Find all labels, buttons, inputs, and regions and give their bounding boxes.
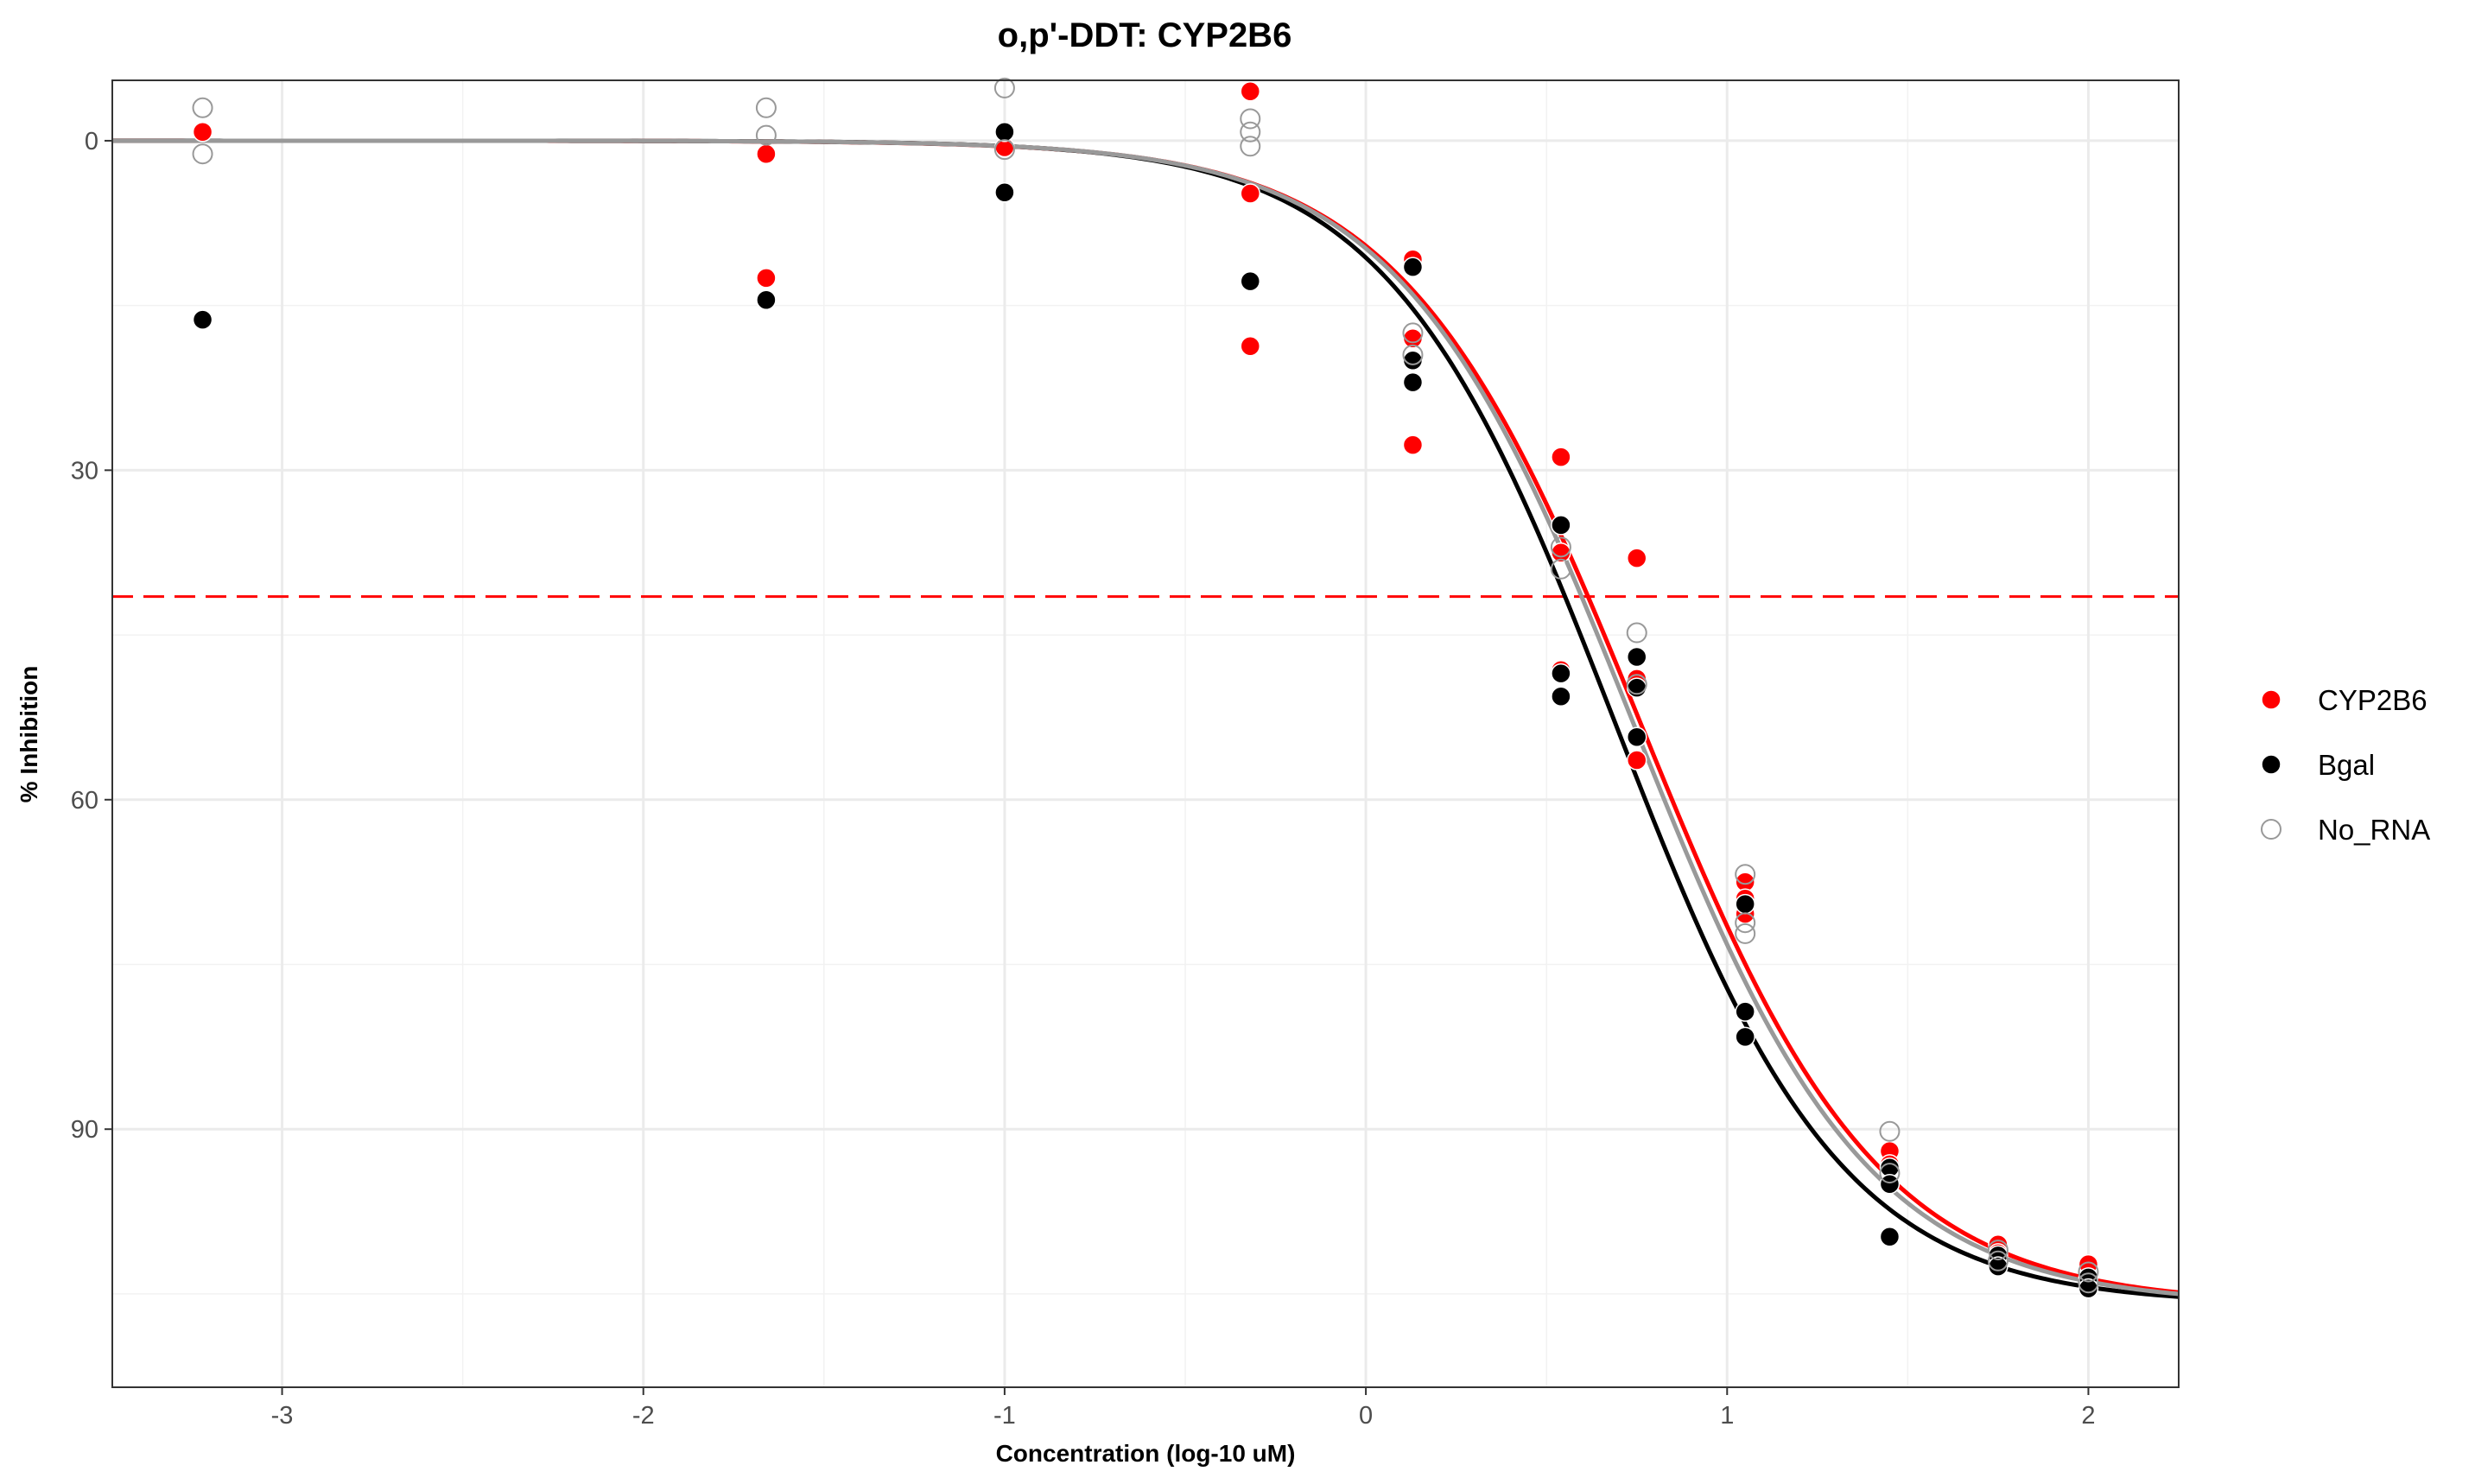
data-point-bgal <box>1402 257 1424 277</box>
data-point-no_rna <box>1735 864 1756 885</box>
data-point-no_rna <box>2078 1272 2099 1294</box>
data-point-bgal <box>1879 1227 1901 1247</box>
data-points <box>192 77 2099 1299</box>
data-point-cyp2b6 <box>1240 335 1261 357</box>
data-point-no_rna <box>1626 674 1647 695</box>
data-point-cyp2b6 <box>1240 80 1261 102</box>
legend-key-bgal <box>2261 754 2281 775</box>
data-point-cyp2b6 <box>756 143 777 164</box>
data-point-bgal <box>1551 686 1571 707</box>
data-point-no_rna <box>1626 622 1647 644</box>
data-point-cyp2b6 <box>1240 183 1261 204</box>
y-tick-label: 90 <box>71 1116 98 1144</box>
data-point-bgal <box>1988 1256 2009 1277</box>
y-axis-title: % Inhibition <box>16 666 42 803</box>
legend-key-no_rna <box>2261 819 2281 840</box>
data-point-no_rna <box>993 139 1015 161</box>
data-point-bgal <box>1551 663 1571 684</box>
data-point-no_rna <box>755 97 777 118</box>
data-point-bgal <box>994 181 1015 203</box>
data-point-cyp2b6 <box>1402 434 1424 455</box>
legend: CYP2B6 Bgal No_RNA <box>2261 684 2430 846</box>
fit-curve-cyp2b6 <box>112 138 2180 1295</box>
data-point-no_rna <box>993 77 1015 98</box>
data-point-bgal <box>1735 1001 1755 1022</box>
data-point-bgal <box>1551 515 1571 536</box>
data-point-no_rna <box>1987 1240 2009 1261</box>
data-point-no_rna <box>1879 1163 1901 1184</box>
plot-panel-border <box>111 79 2180 1388</box>
data-point-bgal <box>1735 893 1755 915</box>
major-gridlines <box>112 80 2179 1387</box>
x-tick-label: -3 <box>271 1402 294 1430</box>
data-point-bgal <box>994 122 1015 143</box>
fit-curve-no_rna <box>112 138 2180 1297</box>
data-point-cyp2b6 <box>1551 447 1571 467</box>
data-point-no_rna <box>1402 322 1424 344</box>
data-point-bgal <box>1879 1174 1901 1195</box>
data-point-no_rna <box>192 97 213 118</box>
x-tick-label: 2 <box>2081 1402 2095 1430</box>
data-point-cyp2b6 <box>1551 542 1571 563</box>
data-point-bgal <box>1402 350 1424 371</box>
data-point-no_rna <box>192 143 213 165</box>
x-tick-label: 1 <box>1720 1402 1734 1430</box>
data-point-no_rna <box>1402 344 1424 365</box>
data-point-bgal <box>1402 371 1424 393</box>
y-tick-label: 0 <box>85 128 98 155</box>
x-axis-ticks: -3 -2 -1 0 1 2 <box>271 1387 2096 1430</box>
fit-curves <box>112 138 2180 1299</box>
x-tick-label: 0 <box>1359 1402 1373 1430</box>
chart-title: o,p'-DDT: CYP2B6 <box>998 16 1292 54</box>
data-point-bgal <box>1626 646 1647 668</box>
x-axis-title: Concentration (log-10 uM) <box>996 1440 1296 1467</box>
data-point-no_rna <box>1240 108 1261 130</box>
data-point-bgal <box>1735 1026 1755 1048</box>
minor-gridlines <box>112 80 2179 1387</box>
data-point-no_rna <box>1550 558 1571 580</box>
y-tick-label: 60 <box>71 787 98 815</box>
data-point-no_rna <box>1987 1250 2009 1272</box>
data-point-bgal <box>192 309 213 330</box>
y-tick-label: 30 <box>71 457 98 485</box>
x-tick-label: -1 <box>993 1402 1016 1430</box>
data-point-no_rna <box>755 124 777 146</box>
data-point-cyp2b6 <box>1402 328 1424 349</box>
legend-label-no_rna: No_RNA <box>2318 814 2430 846</box>
data-point-bgal <box>1240 270 1261 292</box>
data-point-bgal <box>2078 1278 2099 1299</box>
x-tick-label: -2 <box>632 1402 655 1430</box>
data-point-no_rna <box>1240 121 1261 143</box>
y-axis-ticks: 0 30 60 90 <box>71 128 112 1144</box>
data-point-bgal <box>756 289 777 311</box>
data-point-no_rna <box>2078 1261 2099 1283</box>
fit-curve-bgal <box>112 138 2180 1299</box>
data-point-no_rna <box>1240 136 1261 157</box>
legend-key-cyp2b6 <box>2261 689 2281 710</box>
data-point-cyp2b6 <box>1626 750 1647 771</box>
data-point-no_rna <box>1879 1120 1901 1142</box>
data-point-cyp2b6 <box>756 268 777 289</box>
legend-label-cyp2b6: CYP2B6 <box>2318 684 2427 716</box>
data-point-no_rna <box>1735 912 1756 934</box>
legend-label-bgal: Bgal <box>2318 749 2375 781</box>
data-point-cyp2b6 <box>192 122 213 143</box>
data-point-cyp2b6 <box>1626 548 1647 568</box>
data-point-no_rna <box>1550 536 1571 558</box>
data-point-no_rna <box>1735 923 1756 944</box>
data-point-bgal <box>1626 726 1647 748</box>
